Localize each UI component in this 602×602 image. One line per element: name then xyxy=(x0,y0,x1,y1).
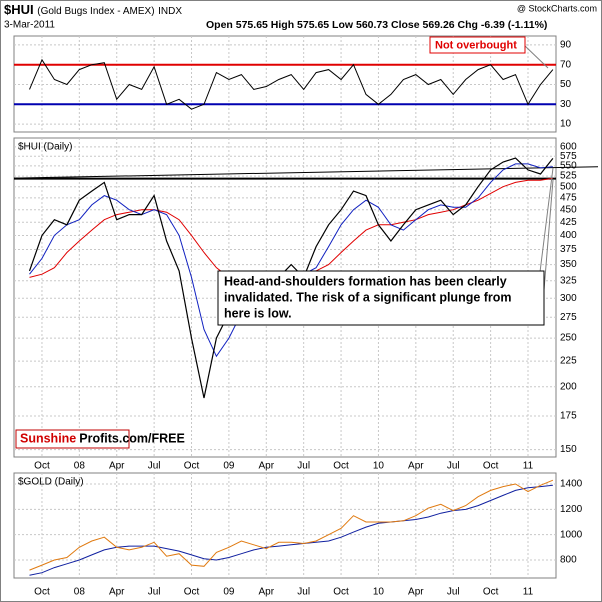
x-tick-label: 10 xyxy=(373,587,385,598)
y-tick-label: 300 xyxy=(560,293,577,304)
x-tick-label: 10 xyxy=(373,461,385,472)
x-tick-label: Oct xyxy=(184,461,200,472)
x-tick-label: Apr xyxy=(408,587,424,598)
watermark: Sunshine Profits.com/FREE xyxy=(20,432,185,446)
y-tick-label: 50 xyxy=(560,79,572,90)
x-tick-label: 08 xyxy=(74,587,86,598)
x-tick-label: Apr xyxy=(109,461,125,472)
series-line xyxy=(29,58,554,110)
x-tick-label: 08 xyxy=(74,461,86,472)
y-tick-label: 1000 xyxy=(560,529,583,540)
x-tick-label: Jul xyxy=(297,461,310,472)
callout-text: here is low. xyxy=(224,306,292,320)
y-tick-label: 30 xyxy=(560,99,572,110)
y-tick-label: 70 xyxy=(560,59,572,70)
y-tick-label: 175 xyxy=(560,411,577,422)
panels: 10 30 50 70 90 Not overbought 150 175 200 225 250 2… xyxy=(13,35,599,598)
x-tick-label: Apr xyxy=(109,587,125,598)
watermark-brand: Sunshine xyxy=(20,432,76,446)
callout-line xyxy=(523,44,549,69)
series-line xyxy=(28,157,554,399)
callout-text: invalidated. The risk of a significant p… xyxy=(224,290,512,304)
exchange: INDX xyxy=(158,6,182,17)
callout-text: Head-and-shoulders formation has been cl… xyxy=(224,274,507,288)
subtitle: (Gold Bugs Index - AMEX) xyxy=(37,6,154,17)
y-tick-label: 275 xyxy=(560,312,577,323)
y-tick-label: 10 xyxy=(560,119,572,130)
y-tick-label: 90 xyxy=(560,40,572,51)
y-tick-label: 500 xyxy=(560,181,577,192)
y-tick-label: 200 xyxy=(560,381,577,392)
series-line xyxy=(29,479,554,571)
x-tick-label: Jul xyxy=(148,461,161,472)
x-tick-label: Oct xyxy=(483,461,499,472)
x-tick-label: 09 xyxy=(223,461,235,472)
x-tick-label: Jul xyxy=(297,587,310,598)
y-tick-label: 375 xyxy=(560,244,577,255)
x-tick-label: Oct xyxy=(34,587,50,598)
panel-title: $GOLD (Daily) xyxy=(18,477,84,488)
ticker: $HUI xyxy=(4,2,34,17)
y-tick-label: 425 xyxy=(560,217,577,228)
y-tick-label: 225 xyxy=(560,356,577,367)
x-tick-label: Jul xyxy=(447,461,460,472)
x-tick-label: Apr xyxy=(408,461,424,472)
y-tick-label: 450 xyxy=(560,204,577,215)
y-tick-label: 800 xyxy=(560,555,577,566)
y-tick-label: 475 xyxy=(560,193,577,204)
x-tick-label: Apr xyxy=(259,587,275,598)
y-tick-label: 1400 xyxy=(560,479,583,490)
trend-line xyxy=(13,166,599,179)
y-tick-label: 250 xyxy=(560,333,577,344)
x-tick-label: Jul xyxy=(447,587,460,598)
y-tick-label: 575 xyxy=(560,151,577,162)
x-tick-label: Oct xyxy=(483,587,499,598)
x-tick-label: Oct xyxy=(333,461,349,472)
x-tick-label: Oct xyxy=(34,461,50,472)
callout-text: Not overbought xyxy=(435,39,517,51)
panel-frame xyxy=(13,472,557,579)
x-tick-label: Apr xyxy=(259,461,275,472)
callout-box xyxy=(217,270,545,326)
x-tick-label: 11 xyxy=(523,461,534,472)
callout-box xyxy=(429,36,526,54)
callout-line xyxy=(539,167,554,273)
x-tick-label: Oct xyxy=(184,587,200,598)
x-tick-label: 09 xyxy=(223,587,235,598)
y-tick-label: 150 xyxy=(560,444,577,455)
x-tick-label: Jul xyxy=(148,587,161,598)
quote: Open 575.65 High 575.65 Low 560.73 Close… xyxy=(206,19,547,31)
y-tick-label: 325 xyxy=(560,275,577,286)
callout-line xyxy=(543,179,554,291)
y-tick-label: 600 xyxy=(560,142,577,153)
header-title: $HUI (Gold Bugs Index - AMEX) INDX xyxy=(4,2,182,17)
x-tick-label: Oct xyxy=(333,587,349,598)
x-tick-label: 11 xyxy=(523,587,534,598)
y-tick-label: 400 xyxy=(560,230,577,241)
source: @ StockCharts.com xyxy=(517,3,597,13)
y-tick-label: 350 xyxy=(560,259,577,270)
date: 3-Mar-2011 xyxy=(4,20,55,31)
y-tick-label: 550 xyxy=(560,161,577,172)
y-tick-label: 1200 xyxy=(560,504,583,515)
panel-title: $HUI (Daily) xyxy=(18,142,72,153)
watermark-url: Profits.com/FREE xyxy=(79,432,185,446)
y-tick-label: 525 xyxy=(560,171,577,182)
watermark-box xyxy=(15,429,130,449)
